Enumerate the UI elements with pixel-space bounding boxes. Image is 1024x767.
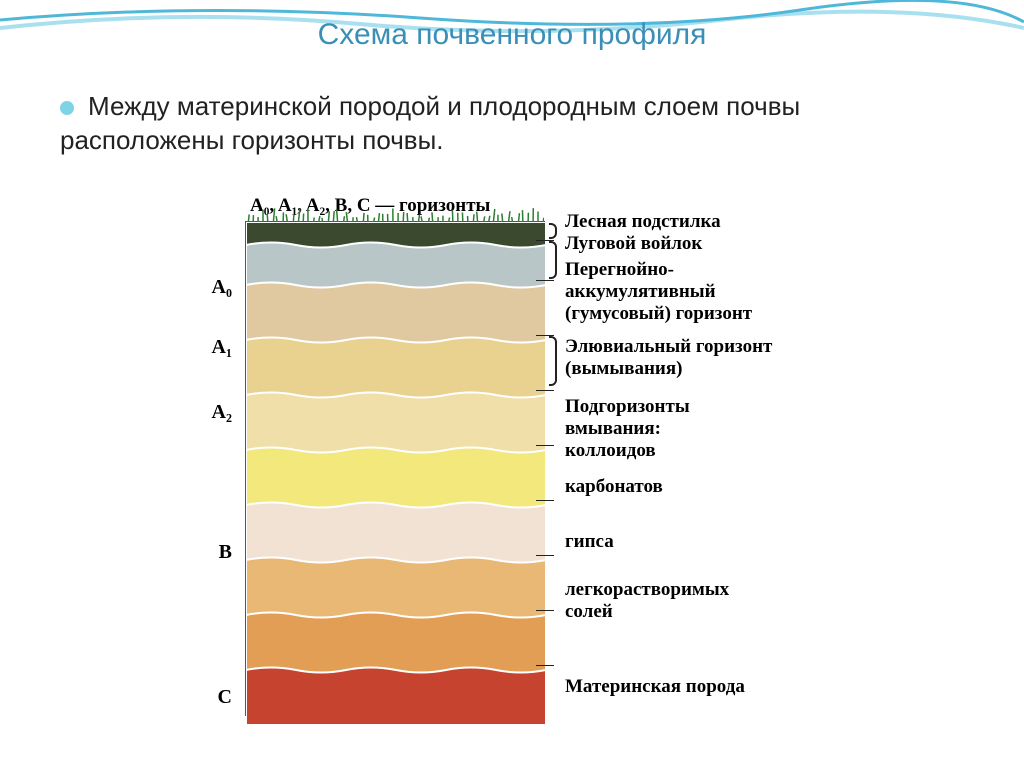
soil-layer bbox=[246, 555, 544, 618]
slide-title: Схема почвенного профиля bbox=[0, 18, 1024, 52]
profile-area: A₀A₁A₂BC Лесная подстилкаЛуговой войлокП… bbox=[165, 221, 865, 721]
bracket-icon bbox=[549, 336, 557, 386]
soil-column bbox=[245, 221, 545, 716]
tick-mark bbox=[536, 665, 554, 666]
tick-mark bbox=[536, 500, 554, 501]
bullet-text-content: Между материнской породой и плодородным … bbox=[60, 91, 800, 155]
soil-layer bbox=[246, 500, 544, 563]
bracket-icon bbox=[549, 241, 557, 279]
axis-label: A₁ bbox=[212, 336, 232, 359]
axis-label: C bbox=[218, 686, 232, 709]
layer-description: Лесная подстилкаЛуговой войлок bbox=[565, 211, 721, 255]
tick-mark bbox=[536, 610, 554, 611]
axis-label: A₀ bbox=[212, 276, 232, 299]
tick-mark bbox=[536, 445, 554, 446]
layer-description: гипса bbox=[565, 531, 614, 553]
axis-label: A₂ bbox=[212, 401, 232, 424]
layer-description: Материнская порода bbox=[565, 676, 745, 698]
soil-layer bbox=[246, 610, 544, 673]
bullet-body: Между материнской породой и плодородным … bbox=[60, 90, 964, 158]
axis-labels-left: A₀ A₁ A₂ B C bbox=[165, 221, 240, 721]
layer-description: Элювиальный горизонт(вымывания) bbox=[565, 336, 772, 380]
bullet-dot-icon bbox=[60, 101, 74, 115]
layer-description: карбонатов bbox=[565, 476, 663, 498]
tick-mark bbox=[536, 390, 554, 391]
soil-layer bbox=[246, 335, 544, 398]
soil-layer bbox=[246, 280, 544, 343]
layer-description: Подгоризонтывмывания:коллоидов bbox=[565, 396, 690, 462]
soil-layer bbox=[246, 665, 544, 725]
tick-mark bbox=[536, 555, 554, 556]
layer-description: легкорастворимыхсолей bbox=[565, 579, 729, 623]
bracket-icon bbox=[549, 223, 557, 239]
soil-profile-diagram: A₀, A₁, A₂, B, C — горизонты A₀A₁A₂BC Ле… bbox=[165, 195, 865, 721]
soil-layer bbox=[246, 390, 544, 453]
soil-layer bbox=[246, 445, 544, 508]
tick-mark bbox=[536, 280, 554, 281]
axis-label: B bbox=[219, 541, 232, 564]
layer-description: Перегнойно-аккумулятивный(гумусовый) гор… bbox=[565, 259, 752, 325]
